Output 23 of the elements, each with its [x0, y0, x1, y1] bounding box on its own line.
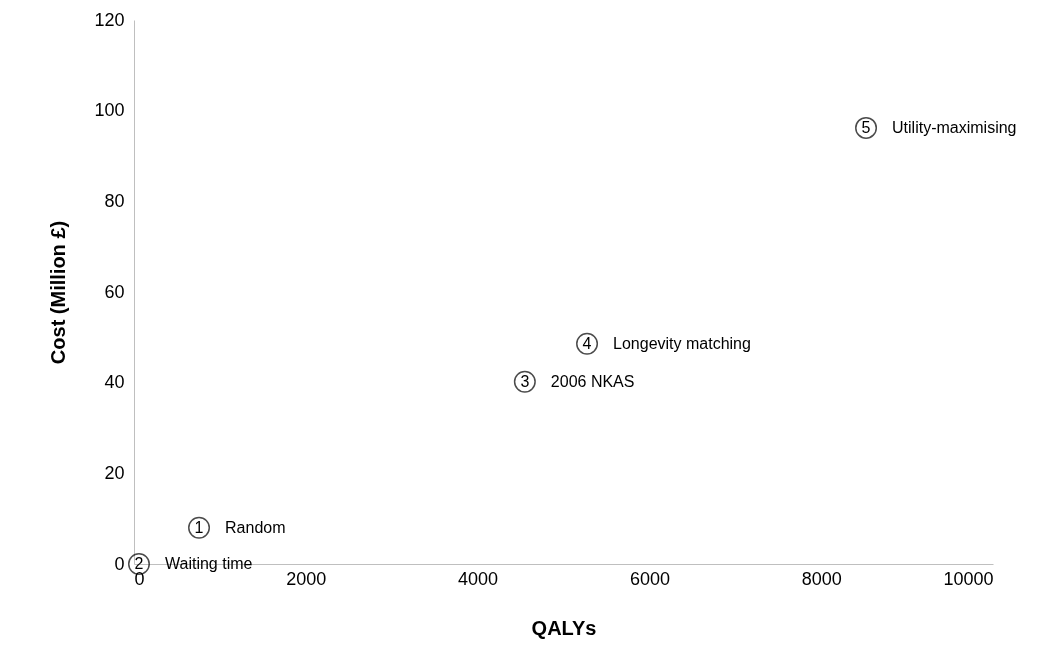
y-tick-label: 0 [114, 553, 125, 574]
y-tick-label: 40 [104, 372, 125, 393]
y-tick-label: 100 [94, 100, 125, 121]
y-axis-title: Cost (Million £) [47, 220, 70, 365]
annotation: 3 [520, 372, 530, 390]
annotation: 2006 NKAS [550, 372, 635, 390]
annotation: 5 [861, 118, 871, 136]
x-tick-label: 4000 [458, 568, 499, 589]
y-tick-label: 60 [104, 281, 125, 302]
x-tick-label: 10000 [943, 568, 994, 589]
annotation: 1 [194, 518, 204, 536]
annotation: Random [225, 518, 286, 536]
y-tick-label: 120 [94, 9, 125, 30]
x-tick-label: 8000 [801, 568, 842, 589]
annotation: Longevity matching [613, 334, 751, 352]
y-tick-label: 80 [104, 190, 125, 211]
annotation: Utility-maximising [892, 118, 1017, 136]
x-tick-label: 6000 [629, 568, 670, 589]
y-tick-label: 20 [104, 462, 125, 483]
x-tick-label: 2000 [286, 568, 327, 589]
annotation: Waiting time [164, 555, 253, 572]
x-axis-title: QALYs [531, 616, 597, 639]
annotation: 4 [582, 334, 592, 352]
